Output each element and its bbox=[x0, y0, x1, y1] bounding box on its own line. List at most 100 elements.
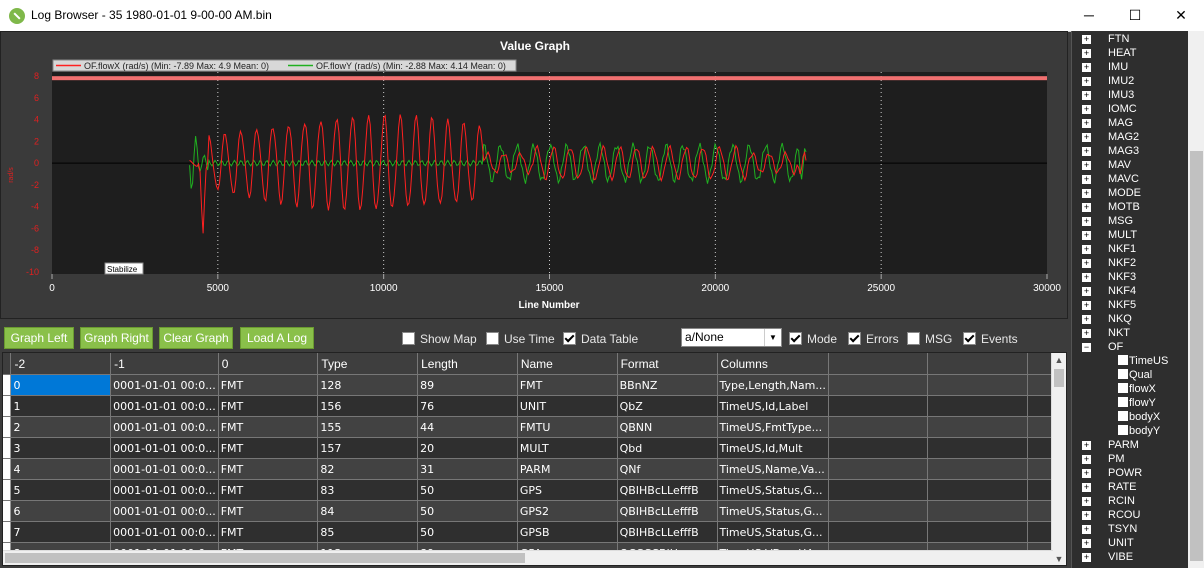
tree-item[interactable]: + HEAT bbox=[1082, 47, 1137, 61]
tree-item[interactable]: + PM bbox=[1082, 453, 1125, 467]
table-cell[interactable]: MULT bbox=[517, 437, 618, 459]
tree-item[interactable]: + MAG2 bbox=[1082, 131, 1139, 145]
table-cell[interactable]: FMT bbox=[218, 437, 319, 459]
tree-item[interactable]: + MODE bbox=[1082, 187, 1141, 201]
table-cell[interactable]: UNIT bbox=[517, 395, 618, 417]
table-cell[interactable]: 85 bbox=[317, 521, 419, 543]
expand-icon[interactable]: + bbox=[1082, 62, 1091, 72]
table-cell[interactable] bbox=[828, 416, 929, 438]
column-header[interactable] bbox=[927, 353, 1029, 375]
table-cell[interactable]: 83 bbox=[317, 479, 419, 501]
expand-icon[interactable]: + bbox=[1082, 538, 1091, 548]
table-cell[interactable]: 155 bbox=[317, 416, 419, 438]
mode-checkbox[interactable]: Mode bbox=[789, 332, 837, 346]
show-map-checkbox[interactable]: Show Map bbox=[402, 332, 477, 346]
table-cell[interactable]: 31 bbox=[417, 458, 518, 480]
value-graph-panel[interactable]: Value Graph 8 6 4 2 0 -2 -4 -6 -8 -10 0 5000 10000 1… bbox=[0, 31, 1068, 319]
load-log-button[interactable]: Load A Log bbox=[240, 327, 314, 349]
row-header[interactable] bbox=[3, 374, 12, 396]
table-row[interactable]: 4 0001-01-01 00:0... FMT 82 31 PARM QNf TimeUS,… bbox=[3, 458, 1066, 480]
table-cell[interactable]: 50 bbox=[417, 521, 518, 543]
table-cell[interactable]: 84 bbox=[317, 500, 419, 522]
events-checkbox[interactable]: Events bbox=[963, 332, 1018, 346]
use-time-checkbox[interactable]: Use Time bbox=[486, 332, 555, 346]
table-horizontal-scrollbar[interactable] bbox=[3, 550, 1053, 565]
table-row[interactable]: 6 0001-01-01 00:0... FMT 84 50 GPS2 QBIHBcLLef… bbox=[3, 500, 1066, 522]
tree-item[interactable]: + MAG bbox=[1082, 117, 1133, 131]
data-table-checkbox[interactable]: Data Table bbox=[563, 332, 638, 346]
table-cell[interactable]: FMT bbox=[517, 374, 618, 396]
expand-icon[interactable]: + bbox=[1082, 440, 1091, 450]
tree-item[interactable]: + VIBE bbox=[1082, 551, 1133, 565]
table-cell[interactable]: 50 bbox=[417, 500, 518, 522]
tree-field-item[interactable]: bodyY bbox=[1118, 425, 1160, 439]
msg-check-box[interactable] bbox=[907, 332, 920, 345]
tree-item[interactable]: + NKF2 bbox=[1082, 257, 1136, 271]
table-cell[interactable]: Type,Length,Nam... bbox=[717, 374, 829, 396]
tree-field-item[interactable]: flowX bbox=[1118, 383, 1156, 397]
expand-icon[interactable]: + bbox=[1082, 188, 1091, 198]
table-cell[interactable]: 89 bbox=[417, 374, 518, 396]
minimize-button[interactable]: ─ bbox=[1084, 7, 1094, 23]
table-cell[interactable]: GPS bbox=[517, 479, 618, 501]
table-cell[interactable] bbox=[927, 374, 1029, 396]
expand-icon[interactable]: + bbox=[1082, 146, 1091, 156]
tree-item[interactable]: + UNIT bbox=[1082, 537, 1134, 551]
table-cell[interactable]: 44 bbox=[417, 416, 518, 438]
table-cell[interactable] bbox=[828, 458, 929, 480]
table-cell[interactable]: TimeUS,Name,Va... bbox=[717, 458, 829, 480]
table-cell[interactable] bbox=[927, 416, 1029, 438]
tree-item[interactable]: + MAVC bbox=[1082, 173, 1139, 187]
table-cell[interactable]: TimeUS,Status,G... bbox=[717, 521, 829, 543]
tree-item[interactable]: + RCOU bbox=[1082, 509, 1140, 523]
tree-scroll-thumb[interactable] bbox=[1190, 151, 1203, 561]
table-cell[interactable]: QBIHBcLLefffB bbox=[617, 479, 718, 501]
table-cell[interactable]: 0001-01-01 00:0... bbox=[110, 521, 219, 543]
tree-item[interactable]: + MSG bbox=[1082, 215, 1133, 229]
row-header[interactable] bbox=[3, 479, 12, 501]
expand-icon[interactable]: + bbox=[1082, 314, 1091, 324]
expand-icon[interactable]: + bbox=[1082, 272, 1091, 282]
clear-graph-button[interactable]: Clear Graph bbox=[159, 327, 233, 349]
tree-item[interactable]: + NKF3 bbox=[1082, 271, 1136, 285]
tree-item-expanded[interactable]: − OF bbox=[1082, 341, 1123, 355]
table-cell[interactable]: BBnNZ bbox=[617, 374, 718, 396]
data-table-check-box[interactable] bbox=[563, 332, 576, 345]
scroll-up-icon[interactable]: ▲ bbox=[1054, 355, 1064, 365]
table-row[interactable]: 3 0001-01-01 00:0... FMT 157 20 MULT Qbd TimeUS… bbox=[3, 437, 1066, 459]
expand-icon[interactable]: + bbox=[1082, 300, 1091, 310]
table-cell[interactable]: 0 bbox=[10, 374, 112, 396]
tree-item[interactable]: + FTN bbox=[1082, 33, 1129, 47]
field-checkbox[interactable] bbox=[1118, 355, 1128, 365]
expand-icon[interactable]: + bbox=[1082, 48, 1091, 58]
table-cell[interactable]: 156 bbox=[317, 395, 419, 417]
table-row[interactable]: 0 0001-01-01 00:0... FMT 128 89 FMT BBnNZ Type,… bbox=[3, 374, 1066, 396]
column-header[interactable]: -2 bbox=[10, 353, 112, 375]
table-row[interactable]: 1 0001-01-01 00:0... FMT 156 76 UNIT QbZ TimeUS… bbox=[3, 395, 1066, 417]
table-cell[interactable] bbox=[828, 374, 929, 396]
tree-item[interactable]: + TSYN bbox=[1082, 523, 1137, 537]
expand-icon[interactable]: + bbox=[1082, 258, 1091, 268]
errors-checkbox[interactable]: Errors bbox=[848, 332, 899, 346]
errors-check-box[interactable] bbox=[848, 332, 861, 345]
table-cell[interactable]: FMT bbox=[218, 374, 319, 396]
table-cell[interactable] bbox=[828, 395, 929, 417]
table-cell[interactable]: 0001-01-01 00:0... bbox=[110, 437, 219, 459]
tree-item[interactable]: + MAG3 bbox=[1082, 145, 1139, 159]
expand-icon[interactable]: + bbox=[1082, 132, 1091, 142]
column-header[interactable]: Length bbox=[417, 353, 518, 375]
expand-icon[interactable]: + bbox=[1082, 90, 1091, 100]
table-cell[interactable]: 20 bbox=[417, 437, 518, 459]
table-cell[interactable]: 82 bbox=[317, 458, 419, 480]
table-cell[interactable]: TimeUS,FmtType... bbox=[717, 416, 829, 438]
tree-scrollbar[interactable] bbox=[1188, 31, 1204, 568]
expand-icon[interactable]: + bbox=[1082, 510, 1091, 520]
tree-item[interactable]: + RCIN bbox=[1082, 495, 1135, 509]
table-cell[interactable]: TimeUS,Id,Mult bbox=[717, 437, 829, 459]
tree-item[interactable]: + RATE bbox=[1082, 481, 1137, 495]
use-time-check-box[interactable] bbox=[486, 332, 499, 345]
table-hscroll-thumb[interactable] bbox=[5, 553, 525, 563]
maximize-button[interactable]: ☐ bbox=[1128, 7, 1142, 23]
message-select[interactable]: a/None ▼ bbox=[681, 328, 782, 347]
table-cell[interactable]: GPS2 bbox=[517, 500, 618, 522]
